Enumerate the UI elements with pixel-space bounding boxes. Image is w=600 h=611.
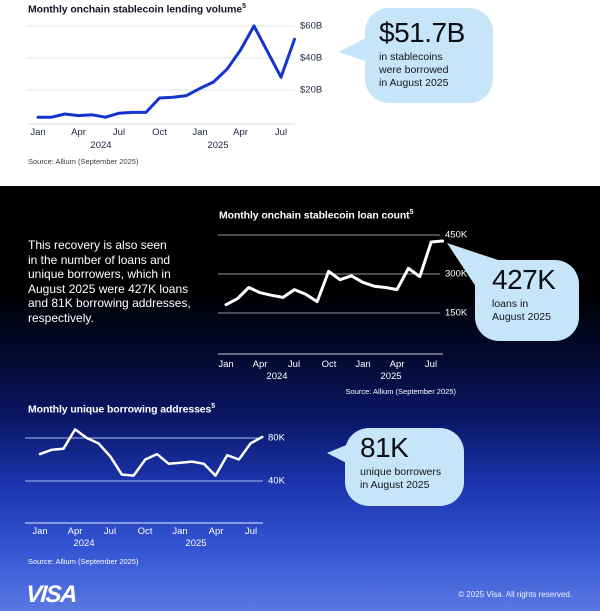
year-label: 2024 — [266, 371, 288, 382]
x-tick-label: Oct — [152, 127, 167, 138]
footnote-marker: 5 — [211, 403, 216, 410]
callout-caption: loans in August 2025 — [492, 298, 551, 323]
chart-title-lending-volume: Monthly onchain stablecoin lending volum… — [28, 3, 246, 16]
chart-title-text: Monthly onchain stablecoin loan count — [219, 209, 410, 222]
x-tick-label: Oct — [321, 359, 337, 370]
y-tick-label: 150K — [445, 307, 468, 319]
intro-paragraph: This recovery is also seen in the number… — [28, 238, 191, 325]
callout-value: 81K — [360, 432, 409, 463]
source-note: Source: Allium (September 2025) — [28, 557, 139, 566]
year-label: 2025 — [185, 538, 207, 549]
chart-title-loan-count: Monthly onchain stablecoin loan count5 — [219, 209, 413, 222]
x-tick-label: Apr — [389, 359, 405, 370]
year-label: 2024 — [90, 140, 112, 151]
x-tick-label: Apr — [208, 526, 224, 537]
x-tick-label: Jan — [30, 127, 46, 138]
x-tick-label: Jul — [287, 359, 301, 370]
x-tick-label: Jul — [424, 359, 438, 370]
x-tick-label: Jan — [218, 359, 234, 370]
x-tick-label: Apr — [252, 359, 268, 370]
copyright-notice: © 2025 Visa. All rights reserved. — [458, 590, 572, 599]
y-tick-label: 80K — [268, 432, 285, 444]
x-tick-label: Jul — [112, 127, 126, 138]
x-tick-label: Apr — [233, 127, 248, 138]
callout-borrowers: 81K unique borrowers in August 2025 — [345, 428, 464, 506]
source-note: Source: Allium (September 2025) — [345, 387, 456, 396]
chart-title-text: Monthly onchain stablecoin lending volum… — [28, 3, 243, 16]
footnote-marker: 5 — [409, 209, 414, 216]
x-tick-label: Jul — [244, 526, 258, 537]
y-tick-label: 450K — [445, 229, 468, 241]
callout-caption: unique borrowers in August 2025 — [360, 466, 442, 491]
year-label: 2025 — [207, 140, 229, 151]
callout-value: $51.7B — [379, 17, 465, 48]
year-label: 2024 — [73, 538, 95, 549]
y-tick-label: 300K — [445, 268, 468, 280]
y-tick-label: $60B — [300, 20, 323, 32]
x-tick-label: Jul — [274, 127, 288, 138]
y-tick-label: $40B — [300, 52, 323, 64]
source-note: Source: Allium (September 2025) — [28, 157, 139, 166]
x-tick-label: Jan — [355, 359, 371, 370]
y-tick-label: 40K — [268, 475, 285, 487]
visa-logo: VISA — [25, 581, 77, 608]
footnote-marker: 5 — [242, 3, 246, 10]
x-tick-label: Jan — [32, 526, 48, 537]
x-tick-label: Jul — [103, 526, 117, 537]
callout-caption: in stablecoins were borrowed in August 2… — [379, 51, 449, 89]
chart-title-borrowing-addresses: Monthly unique borrowing addresses5 — [28, 403, 215, 416]
x-tick-label: Apr — [67, 526, 83, 537]
x-tick-label: Jan — [192, 127, 208, 138]
callout-lending: $51.7B in stablecoins were borrowed in A… — [365, 8, 493, 103]
chart-title-text: Monthly unique borrowing addresses — [28, 403, 212, 416]
x-tick-label: Oct — [137, 526, 153, 537]
callout-value: 427K — [492, 264, 556, 295]
year-label: 2025 — [380, 371, 402, 382]
x-tick-label: Apr — [71, 127, 86, 138]
callout-loans: 427K loans in August 2025 — [475, 260, 579, 341]
y-tick-label: $20B — [300, 84, 323, 96]
x-tick-label: Jan — [172, 526, 188, 537]
